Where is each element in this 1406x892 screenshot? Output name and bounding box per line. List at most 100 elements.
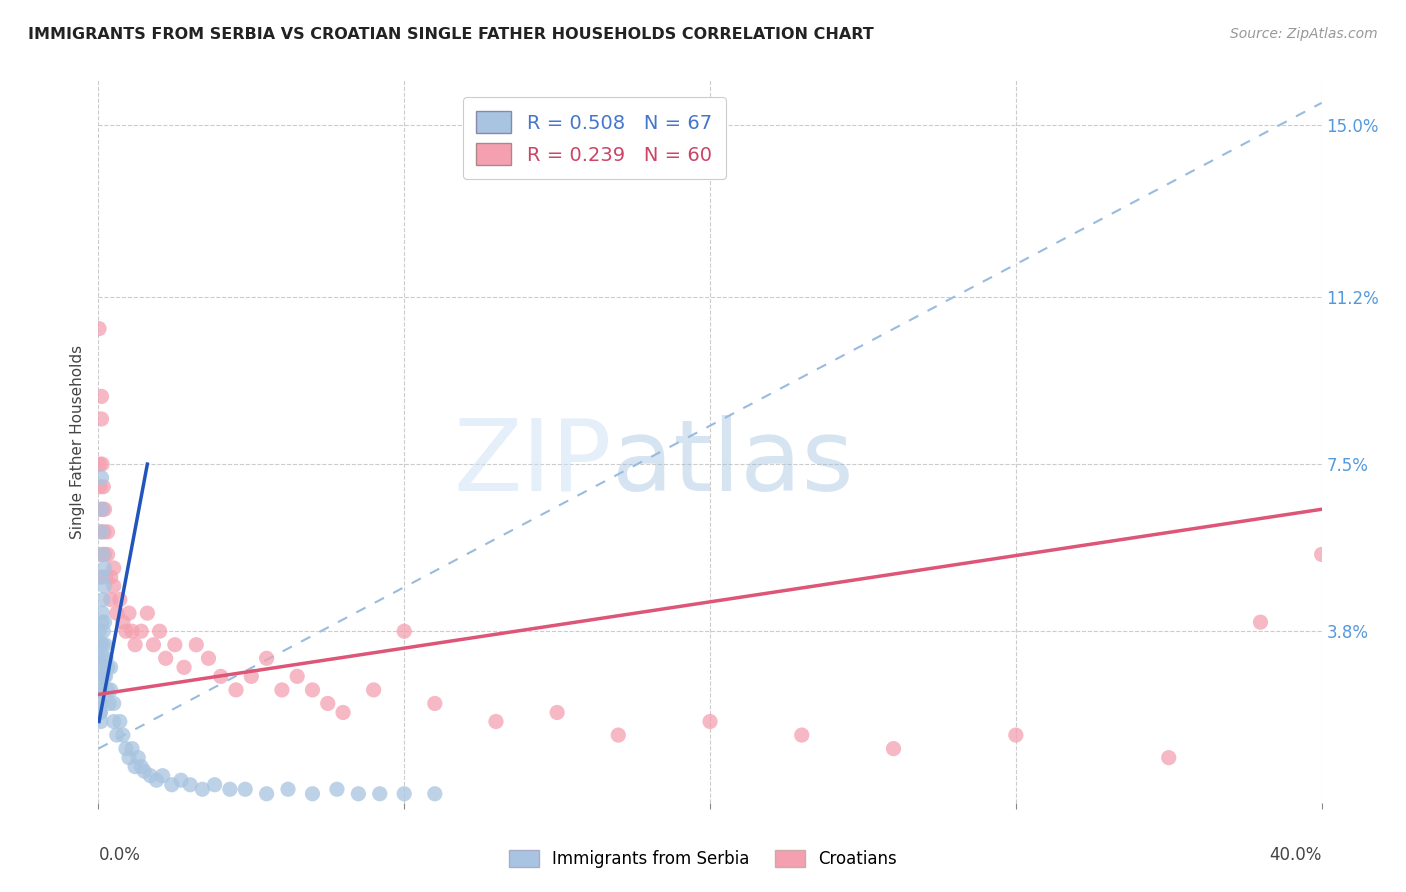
Point (170, 773, 193, 788)
Point (94, 669, 117, 683)
Point (105, 728, 128, 742)
Point (111, 615, 134, 630)
Point (118, 606, 141, 620)
Point (115, 624, 138, 639)
Point (240, 669, 263, 683)
Point (485, 714, 508, 729)
Point (155, 651, 177, 665)
Point (93, 651, 115, 665)
Point (129, 760, 152, 774)
Point (87, 682, 110, 697)
Point (89, 651, 111, 665)
Point (173, 660, 195, 674)
Point (423, 787, 446, 801)
Point (90, 502, 112, 516)
Point (179, 778, 201, 792)
Point (103, 579, 125, 593)
Point (100, 592, 122, 607)
Point (316, 697, 339, 711)
Legend: R = 0.508   N = 67, R = 0.239   N = 60: R = 0.508 N = 67, R = 0.239 N = 60 (463, 97, 725, 179)
Point (89, 697, 111, 711)
Point (93, 524, 115, 539)
Point (326, 782, 349, 797)
Point (145, 773, 167, 788)
Point (90, 548, 112, 562)
Point (301, 787, 323, 801)
Point (332, 706, 354, 720)
Point (89, 706, 111, 720)
Point (87, 321, 110, 335)
Point (790, 728, 813, 742)
Point (89, 660, 111, 674)
Point (94, 638, 117, 652)
Point (607, 728, 630, 742)
Point (100, 682, 122, 697)
Point (191, 782, 214, 797)
Point (142, 638, 165, 652)
Point (103, 561, 125, 575)
Point (94, 651, 117, 665)
Point (89, 502, 111, 516)
Point (89, 524, 111, 539)
Point (139, 769, 162, 783)
Point (121, 624, 143, 639)
Text: IMMIGRANTS FROM SERBIA VS CROATIAN SINGLE FATHER HOUSEHOLDS CORRELATION CHART: IMMIGRANTS FROM SERBIA VS CROATIAN SINGL… (28, 27, 875, 42)
Point (90, 697, 112, 711)
Text: Source: ZipAtlas.com: Source: ZipAtlas.com (1230, 27, 1378, 41)
Point (90, 471, 112, 485)
Point (90, 660, 112, 674)
Point (89, 669, 111, 683)
Point (93, 561, 115, 575)
Point (301, 682, 323, 697)
Point (105, 606, 128, 620)
Point (108, 592, 131, 607)
Point (97, 524, 120, 539)
Point (1157, 750, 1180, 764)
Point (129, 624, 152, 639)
Point (91, 638, 114, 652)
Y-axis label: Single Father Households: Single Father Households (69, 344, 84, 539)
Point (186, 638, 208, 652)
Point (1310, 548, 1333, 562)
Point (89, 624, 111, 639)
Point (90, 524, 112, 539)
Point (97, 682, 120, 697)
Point (1004, 728, 1026, 742)
Point (100, 660, 122, 674)
Point (93, 669, 115, 683)
Point (124, 760, 146, 774)
Point (197, 651, 219, 665)
Point (115, 741, 138, 756)
Point (97, 660, 120, 674)
Point (90, 389, 112, 403)
Point (90, 412, 112, 426)
Point (149, 624, 172, 639)
Point (103, 697, 125, 711)
Point (423, 697, 446, 711)
Point (883, 741, 905, 756)
Point (163, 638, 186, 652)
Point (118, 750, 141, 764)
Point (89, 480, 111, 494)
Point (93, 502, 115, 516)
Point (89, 638, 111, 652)
Point (127, 750, 149, 764)
Point (219, 782, 242, 797)
Point (90, 682, 112, 697)
Point (136, 606, 159, 620)
Point (89, 706, 111, 720)
Point (256, 651, 278, 665)
Point (93, 548, 115, 562)
Point (285, 669, 308, 683)
Point (699, 714, 721, 729)
Point (91, 480, 114, 494)
Point (233, 782, 256, 797)
Point (392, 624, 416, 639)
Point (134, 764, 156, 779)
Point (91, 592, 114, 607)
Point (363, 682, 385, 697)
Point (270, 682, 292, 697)
Point (347, 787, 370, 801)
Point (91, 457, 114, 471)
Point (160, 778, 183, 792)
